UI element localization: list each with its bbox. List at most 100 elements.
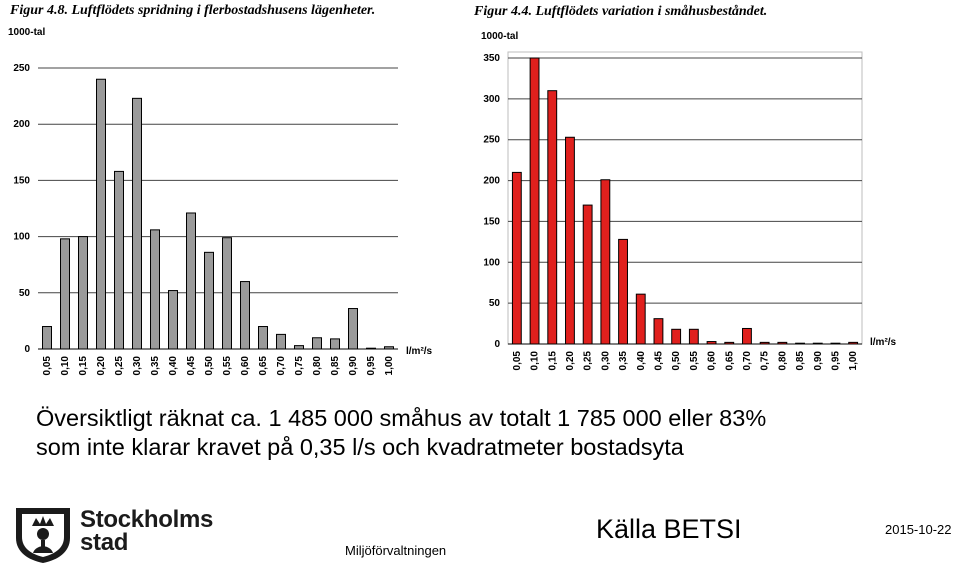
chart-1-x-tick-label: 0,35 — [150, 356, 161, 376]
chart-1-bar — [204, 251, 214, 350]
chart-2-x-tick-label: 0,50 — [671, 351, 682, 371]
chart-2-bar — [618, 238, 628, 345]
chart-1-x-tick-label: 0,45 — [186, 356, 197, 376]
chart-2-bar — [777, 341, 788, 345]
chart-1-x-tick-label: 1,00 — [384, 356, 395, 376]
chart-1-bar — [42, 326, 52, 350]
chart-2-bar — [812, 342, 823, 345]
chart-2-bar — [653, 318, 664, 345]
chart-1-y-tick-label: 100 — [13, 232, 30, 243]
summary-caption: Översiktligt räknat ca. 1 485 000 småhus… — [36, 404, 936, 462]
chart-2-bar — [635, 293, 646, 345]
chart-1-x-tick-label: 0,15 — [78, 356, 89, 376]
chart-2-x-tick-label: 0,70 — [742, 351, 753, 371]
chart-2-y-tick-label: 50 — [489, 298, 501, 309]
chart-2-bar — [582, 204, 593, 345]
chart-2-bar — [742, 327, 752, 345]
chart-2-x-tick-label: 0,05 — [512, 351, 523, 371]
chart-1-bar — [114, 170, 124, 350]
chart-1-bar — [312, 337, 322, 350]
chart-1-bar — [132, 97, 142, 350]
chart-1-bar — [240, 281, 250, 350]
chart-2-x-tick-label: 0,55 — [689, 351, 700, 371]
chart-2-x-tick-label: 0,35 — [618, 351, 629, 371]
chart-1-x-tick-label: 0,70 — [276, 356, 287, 376]
chart-1-x-tick-label: 0,10 — [60, 356, 71, 376]
chart-2-bar — [671, 328, 682, 345]
stockholms-stad-crest-icon — [16, 508, 70, 563]
charts-canvas: 0 50 100 150 200 250 0,05 0,10 0,15 0,20 0,25 0,30 0… — [13, 51, 897, 376]
chart-1-x-tick-label: 0,90 — [348, 356, 359, 376]
chart-1-x-unit: l/m²/s — [406, 346, 433, 357]
chart-1-bar — [258, 326, 268, 350]
chart-1-bar — [78, 236, 88, 350]
chart-1-bar — [384, 346, 394, 350]
chart-1-bar — [222, 237, 232, 350]
department-label: Miljöförvaltningen — [345, 543, 447, 558]
chart-2-x-tick-label: 0,95 — [830, 351, 841, 371]
chart-2-y-tick-label: 350 — [483, 53, 500, 64]
chart-1-x-tick-label: 0,05 — [42, 356, 53, 376]
chart-1-x-tick-label: 0,95 — [366, 356, 377, 376]
chart-1-bar — [348, 308, 358, 350]
chart-2-x-tick-label: 0,30 — [600, 351, 611, 371]
chart-1-x-tick-label: 0,80 — [312, 356, 323, 376]
chart-1-y-tick-label: 250 — [13, 63, 30, 74]
chart-1-bar — [96, 78, 106, 350]
chart-2-x-tick-label: 0,65 — [724, 351, 735, 371]
chart-2-x-unit: l/m²/s — [870, 337, 897, 348]
chart-2-x-tick-label: 0,10 — [530, 351, 541, 371]
chart-2-bar — [759, 341, 770, 345]
chart-1-x-tick-label: 0,25 — [114, 356, 125, 376]
chart-1-x-tick-label: 0,55 — [222, 356, 233, 376]
chart-2-y-tick-label: 300 — [483, 94, 500, 105]
chart-1-x-tick-label: 0,20 — [96, 356, 107, 376]
chart-1-bar — [60, 238, 70, 350]
chart-1-x-tick-label: 0,50 — [204, 356, 215, 376]
date-label: 2015-10-22 — [885, 522, 952, 537]
chart-1-title: Figur 4.8. Luftflödets spridning i flerb… — [10, 3, 376, 18]
chart-2-bar — [724, 341, 735, 345]
chart-2-x-tick-label: 0,85 — [795, 351, 806, 371]
chart-1-bar — [276, 333, 286, 350]
caption-line-2: som inte klarar kravet på 0,35 l/s och k… — [36, 434, 684, 460]
chart-1-x-tick-label: 0,40 — [168, 356, 179, 376]
chart-1-x-tick-label: 0,30 — [132, 356, 143, 376]
chart-2-bar — [795, 342, 805, 345]
chart-2-y-tick-label: 0 — [494, 339, 500, 350]
chart-2-bar — [547, 90, 558, 345]
chart-1-bar — [366, 347, 376, 350]
chart-1-bar — [294, 345, 304, 350]
source-label: Källa BETSI — [596, 514, 742, 544]
chart-2-y-tick-label: 250 — [483, 135, 500, 146]
chart-2-bar — [600, 179, 611, 345]
chart-2-title: Figur 4.4. Luftflödets variation i småhu… — [474, 4, 768, 19]
chart-2-bar — [688, 328, 699, 345]
chart-2-x-tick-label: 0,90 — [813, 351, 824, 371]
chart-1-bar — [168, 290, 178, 350]
logo-wordmark: Stockholms stad — [80, 506, 214, 556]
chart-2-x-tick-label: 0,20 — [565, 351, 576, 371]
chart-1-x-tick-label: 0,75 — [294, 356, 305, 376]
chart-2-x-tick-label: 0,80 — [777, 351, 788, 371]
chart-2-x-tick-label: 0,75 — [760, 351, 771, 371]
logo-line-1: Stockholms — [80, 506, 214, 533]
logo-line-2: stad — [80, 529, 129, 556]
chart-2-frame — [507, 51, 863, 345]
chart-1-y-tick-label: 0 — [24, 344, 30, 355]
chart-2-x-tick-label: 1,00 — [848, 351, 859, 371]
chart-2-y-tick-label: 100 — [483, 257, 500, 268]
chart-1-y-tick-label: 50 — [19, 288, 31, 299]
chart-2-x-tick-label: 0,60 — [707, 351, 718, 371]
chart-2-x-tick-label: 0,40 — [636, 351, 647, 371]
chart-2-bar — [830, 342, 841, 345]
chart-2-y-tick-label: 150 — [483, 216, 500, 227]
chart-1-x-tick-label: 0,65 — [258, 356, 269, 376]
chart-1-y-tick-label: 200 — [13, 119, 30, 130]
chart-2-x-tick-label: 0,25 — [583, 351, 594, 371]
chart-1-bar — [330, 338, 340, 350]
chart-1-bar — [150, 229, 160, 350]
chart-2-x-tick-label: 0,45 — [653, 351, 664, 371]
chart-2-bar — [706, 341, 717, 345]
chart-2-bar — [565, 136, 575, 345]
